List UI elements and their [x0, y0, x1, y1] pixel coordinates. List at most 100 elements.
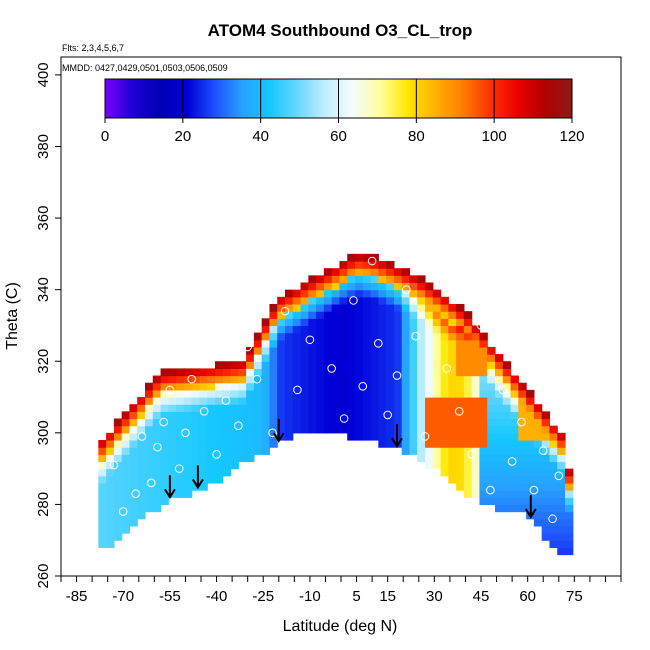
ozone-cell — [448, 346, 457, 355]
ozone-cell — [355, 261, 364, 269]
ozone-cell — [549, 525, 558, 534]
ozone-cell — [432, 339, 442, 348]
ozone-cell — [191, 368, 201, 377]
ozone-cell — [510, 475, 519, 484]
ozone-cell — [246, 425, 255, 434]
observation-marker — [529, 485, 539, 495]
y-tick-label: 380 — [35, 134, 52, 159]
ozone-cell — [502, 461, 512, 470]
ozone-cell — [487, 411, 496, 420]
ozone-cell — [386, 397, 395, 405]
ozone-cell — [316, 354, 325, 362]
ozone-cell — [440, 397, 449, 405]
ozone-cell — [432, 411, 442, 420]
ozone-cell — [300, 354, 309, 362]
ozone-cell — [541, 454, 551, 463]
ozone-cell — [246, 361, 255, 369]
ozone-cell — [471, 389, 481, 398]
ozone-cell — [463, 311, 473, 319]
ozone-cell — [285, 389, 294, 398]
ozone-cell — [495, 375, 504, 384]
ozone-cell — [285, 339, 294, 348]
ozone-cell — [386, 404, 395, 412]
ozone-cell — [137, 475, 146, 484]
ozone-cell — [487, 468, 496, 477]
ozone-cell — [471, 411, 481, 420]
ozone-cell — [98, 439, 107, 448]
down-arrow — [164, 475, 176, 500]
ozone-cell — [316, 275, 325, 284]
ozone-cell — [199, 468, 208, 477]
ozone-cell — [253, 389, 263, 398]
ozone-cell — [261, 361, 271, 369]
down-arrow — [272, 419, 285, 443]
ozone-cell — [370, 375, 379, 384]
ozone-cell — [168, 411, 177, 420]
ozone-cell — [417, 368, 426, 377]
ozone-cell — [98, 511, 107, 520]
ozone-cell — [432, 332, 442, 341]
ozone-cell — [323, 346, 333, 355]
ozone-cell — [565, 482, 574, 491]
ozone-cell — [487, 475, 496, 484]
ozone-cell — [362, 418, 372, 427]
ozone-cell — [549, 504, 558, 513]
ozone-cell — [323, 411, 333, 420]
ozone-cell — [355, 318, 364, 327]
ozone-cell — [129, 490, 138, 498]
ozone-cell — [137, 482, 146, 491]
ozone-cell — [518, 468, 527, 477]
ozone-cell — [261, 418, 271, 427]
ozone-cell — [253, 332, 263, 341]
ozone-cell — [246, 404, 255, 412]
x-tick-label: 30 — [426, 588, 443, 605]
ozone-cell — [409, 332, 418, 341]
ozone-cell — [355, 296, 364, 305]
ozone-cell — [316, 339, 325, 348]
ozone-cell — [285, 375, 294, 384]
ozone-cell — [183, 432, 193, 441]
ozone-cell — [347, 289, 356, 298]
ozone-cell — [370, 261, 379, 269]
ozone-cell — [323, 339, 333, 348]
ozone-cell — [152, 461, 162, 470]
ozone-cell — [168, 397, 177, 405]
ozone-cell — [518, 411, 527, 420]
ozone-cell — [98, 468, 107, 477]
ozone-cell — [145, 382, 154, 391]
ozone-cell — [409, 303, 418, 312]
ozone-cell — [300, 375, 309, 384]
ozone-cell — [160, 368, 169, 377]
ozone-cell — [565, 497, 574, 506]
ozone-cell — [417, 439, 426, 448]
ozone-cell — [386, 261, 395, 269]
observation-points — [109, 253, 564, 524]
observation-marker — [243, 342, 252, 352]
ozone-cell — [456, 454, 465, 463]
ozone-cell — [425, 447, 434, 455]
ozone-cell — [565, 511, 574, 520]
ozone-cell — [339, 282, 348, 291]
ozone-cell — [362, 253, 372, 262]
ozone-cell — [565, 525, 574, 534]
ozone-cell — [331, 318, 341, 327]
ozone-cell — [98, 497, 107, 506]
ozone-cell — [425, 368, 434, 377]
ozone-cell — [386, 289, 395, 298]
observation-marker — [165, 385, 175, 395]
ozone-cell — [386, 318, 395, 327]
ozone-cell — [277, 361, 286, 369]
dates-note: MMDD: 0427,0429,0501,0503,0506,0509 — [62, 63, 228, 73]
ozone-cell — [277, 425, 286, 434]
ozone-cell — [471, 368, 481, 377]
ozone-cell — [347, 296, 356, 305]
ozone-cell — [549, 475, 558, 484]
ozone-cell — [355, 368, 364, 377]
ozone-cell — [425, 346, 434, 355]
ozone-cell — [432, 461, 442, 470]
ozone-cell — [487, 439, 496, 448]
ozone-cell — [463, 418, 473, 427]
ozone-cell — [323, 389, 333, 398]
ozone-cell — [393, 289, 403, 298]
ozone-cell — [207, 425, 216, 434]
